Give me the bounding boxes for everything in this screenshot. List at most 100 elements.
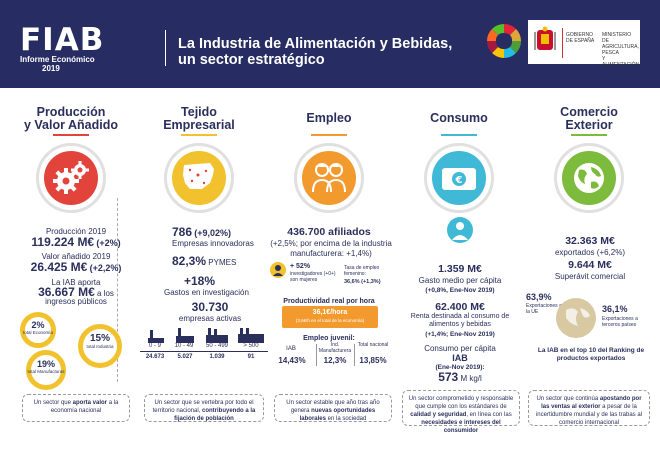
pymes-label: PYMES [208, 258, 237, 267]
juvenil-title: Empleo juvenil: [303, 335, 355, 342]
produccion-value-line: 119.224 M€ (+2%) [14, 236, 138, 249]
juvenil-value-2: 13,85% [359, 356, 387, 365]
page-title: La Industria de Alimentación y Bebidas, … [178, 36, 452, 68]
activas-label: empresas activas [178, 314, 242, 323]
page-title-line1: La Industria de Alimentación y Bebidas, [178, 36, 453, 52]
produccion-title: Producción y Valor Añadido [12, 106, 130, 132]
ranking-text: La IAB en el top 10 del Ranking de produ… [537, 347, 645, 362]
empleo-title-underline [311, 134, 347, 136]
logo-subtitle: Informe Económico [20, 55, 95, 64]
column-guide-1 [12, 198, 118, 382]
tejido-title-line2: Empresarial [163, 118, 235, 132]
size-range-1: 10 - 49 [171, 343, 197, 350]
consumo-footnote: Un sector comprometido y responsable que… [402, 390, 520, 434]
spain-map-icon [183, 163, 214, 189]
empleo-title: Empleo [306, 111, 352, 125]
fiab-logo: FIAB Informe Económico 2019 [20, 22, 105, 74]
renta-change: (+1,4%; Ene-Nov 2019) [425, 331, 495, 338]
tejido-title-line1: Tejido [181, 105, 217, 119]
consumo-foot-c: , en línea con las [466, 412, 512, 418]
tejido-title-underline [181, 134, 217, 136]
investigacion-number: +18% [184, 274, 216, 288]
tejido-foot-b: contribuyendo a la fijación de población [174, 408, 256, 422]
woman-icon [273, 265, 283, 276]
comercio-title: Comercio Exterior [530, 106, 648, 132]
badge-economia-text: 2% total Economía [20, 320, 56, 335]
tasa-value: 36,6% (+1,3%) [344, 279, 381, 285]
activas-number: 30.730 [191, 300, 229, 314]
produccion-title-line2: y Valor Añadido [23, 118, 118, 132]
badge-manufacturas-label: total Manufacturas [27, 369, 65, 374]
badge-economia [20, 312, 56, 348]
productividad-value: 36,1€/hora [312, 309, 348, 316]
valor-anadido-change: (+2,2%) [89, 263, 122, 273]
gasto-value: 1.359 M€ [438, 263, 482, 275]
innovadoras-value: 786 [172, 225, 193, 239]
juvenil-label-0: IAB [286, 346, 296, 352]
consumo-title: Consumo [430, 111, 488, 125]
pymes-line: 82,3% PYMES [172, 254, 272, 268]
size-range-0: 0 - 9 [142, 343, 168, 350]
empleo-footnote: Un sector estable que año tras año gener… [274, 394, 392, 422]
euro-coin-icon: € [442, 168, 476, 190]
comercio-title-line2: Exterior [565, 118, 613, 132]
juvenil-value-0: 14,43% [278, 356, 306, 365]
logo-year: 2019 [42, 64, 60, 73]
activas-value: 30.730 [160, 300, 260, 314]
produccion-change: (+2%) [96, 238, 121, 248]
comercio-circle [554, 143, 624, 213]
productividad-note: (3,6€/h en el total de la economía) [295, 318, 365, 323]
juvenil-sep-1 [316, 344, 317, 366]
size-count-1: 5.027 [177, 354, 193, 360]
produccion-foot-b: aporta valor [72, 400, 108, 406]
produccion-label: Producción 2019 [45, 227, 107, 236]
capita-unit: M kg/l [460, 374, 482, 383]
valor-anadido-label: Valor añadido 2019 [41, 252, 111, 261]
badge-economia-pct: 2% [31, 320, 45, 330]
export-label: exportados (+6,2%) [554, 248, 626, 257]
header-divider [165, 30, 166, 66]
productividad-banner [282, 306, 378, 328]
size-count-0: 24.673 [145, 354, 165, 360]
terceros-pct: 36,1% [602, 304, 628, 314]
tejido-title: Tejido Empresarial [140, 106, 258, 132]
workers-icon [312, 163, 346, 193]
globe-icon [574, 163, 604, 193]
capita-period: (Ene-Nov 2019): [435, 364, 485, 371]
tejido-footnote: Un sector que se vertebra por todo el te… [144, 394, 264, 422]
page-title-line2: un sector estratégico [178, 52, 325, 68]
capita-value: 573 [438, 370, 459, 384]
investigacion-value: +18% [184, 274, 264, 288]
comercio-title-underline [571, 134, 607, 136]
produccion-circle [36, 143, 106, 213]
tejido-circle [164, 143, 234, 213]
government-logo: GOBIERNO DE ESPAÑA MINISTERIO DE AGRICUL… [528, 20, 640, 68]
logo-text: FIAB [20, 22, 105, 58]
juvenil-sep-2 [354, 344, 355, 366]
superavit-value: 9.644 M€ [568, 259, 612, 271]
size-axis [140, 351, 268, 352]
badge-economia-label: total Economía [22, 330, 54, 335]
comercio-footnote: Un sector que continúa apostando por las… [528, 390, 650, 426]
renta-label: Renta destinada al consumo de alimentos … [410, 313, 510, 328]
comercio-foot-c: a pesar de la incertidumbre mundial y de… [535, 404, 643, 426]
pymes-value: 82,3% [172, 254, 207, 268]
ministry-text: MINISTERIO DE AGRICULTURA, PESCA Y ALIME… [602, 32, 640, 68]
juvenil-label-1: Ind. Manufacturera [318, 342, 352, 354]
aporta-value: 36.667 M€ [38, 285, 95, 299]
consumo-foot-d: necesidades e intereses del consumidor [421, 420, 501, 434]
gasto-change: (+0,8%, Ene-Nov 2019) [425, 287, 495, 294]
consumo-foot-a: Un sector comprometido y responsable que… [408, 396, 514, 410]
gov-text: GOBIERNO DE ESPAÑA [566, 32, 595, 44]
coat-of-arms-icon [534, 26, 556, 50]
comercio-foot-b: apostando por las ventas al exterior [541, 396, 642, 410]
empleo-circle [294, 143, 364, 213]
investigadoras-pct: + 52% [290, 263, 311, 270]
produccion-foot-a: Un sector que [33, 400, 71, 406]
size-range-3: > 500 [236, 343, 266, 350]
ue-label: Exportaciones a la UE [526, 303, 562, 315]
consumo-foot-b: calidad y seguridad [410, 412, 467, 418]
renta-value: 62.400 M€ [435, 301, 485, 313]
produccion-foot-c: a la economía nacional [50, 400, 119, 414]
comercio-title-line1: Comercio [560, 105, 618, 119]
